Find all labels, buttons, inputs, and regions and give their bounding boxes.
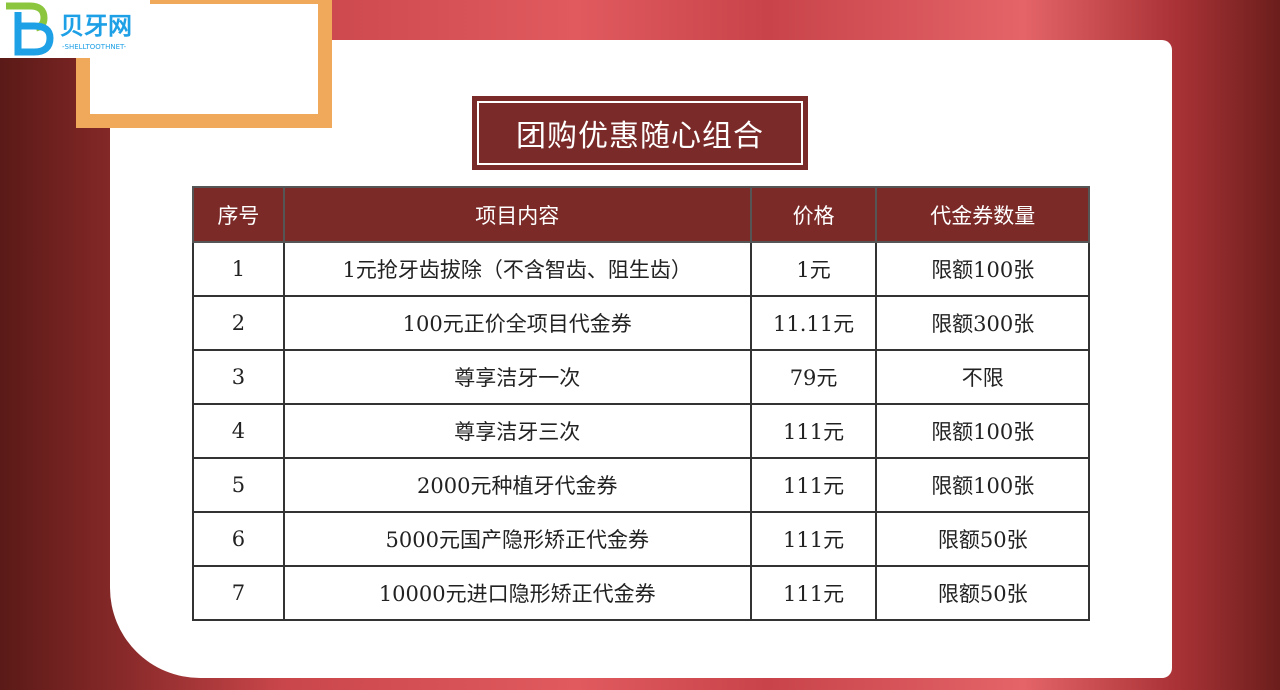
cell-item: 100元正价全项目代金券 xyxy=(282,295,752,351)
table-row: 1 1元抢牙齿拔除（不含智齿、阻生齿） 1元 限额100张 xyxy=(192,241,1090,297)
cell-quantity: 限额100张 xyxy=(875,241,1090,297)
cell-quantity: 限额100张 xyxy=(875,403,1090,459)
table-row: 7 10000元进口隐形矫正代金券 111元 限额50张 xyxy=(192,565,1090,621)
table-row: 3 尊享洁牙一次 79元 不限 xyxy=(192,349,1090,405)
table-header: 序号 项目内容 价格 代金券数量 xyxy=(192,186,1090,243)
cell-quantity: 限额50张 xyxy=(875,565,1090,621)
table-row: 4 尊享洁牙三次 111元 限额100张 xyxy=(192,403,1090,459)
cell-item: 5000元国产隐形矫正代金券 xyxy=(282,511,752,567)
cell-index: 1 xyxy=(192,241,285,297)
table-row: 2 100元正价全项目代金券 11.11元 限额300张 xyxy=(192,295,1090,351)
cell-index: 2 xyxy=(192,295,285,351)
cell-price: 11.11元 xyxy=(749,295,878,351)
svg-text:-SHELLTOOTHNET-: -SHELLTOOTHNET- xyxy=(62,43,127,51)
logo: 贝牙网 -SHELLTOOTHNET- xyxy=(0,0,150,58)
cell-quantity: 不限 xyxy=(875,349,1090,405)
header-price: 价格 xyxy=(749,186,878,243)
cell-item: 1元抢牙齿拔除（不含智齿、阻生齿） xyxy=(282,241,752,297)
promo-table: 序号 项目内容 价格 代金券数量 1 1元抢牙齿拔除（不含智齿、阻生齿） 1元 限额1… xyxy=(192,186,1090,621)
header-index: 序号 xyxy=(192,186,285,243)
cell-item: 2000元种植牙代金券 xyxy=(282,457,752,513)
cell-index: 5 xyxy=(192,457,285,513)
cell-index: 4 xyxy=(192,403,285,459)
cell-item: 尊享洁牙一次 xyxy=(282,349,752,405)
cell-index: 6 xyxy=(192,511,285,567)
header-item: 项目内容 xyxy=(282,186,752,243)
cell-quantity: 限额100张 xyxy=(875,457,1090,513)
cell-quantity: 限额50张 xyxy=(875,511,1090,567)
table-row: 6 5000元国产隐形矫正代金券 111元 限额50张 xyxy=(192,511,1090,567)
cell-index: 7 xyxy=(192,565,285,621)
cell-price: 79元 xyxy=(749,349,878,405)
cell-price: 1元 xyxy=(749,241,878,297)
cell-item: 10000元进口隐形矫正代金券 xyxy=(282,565,752,621)
cell-index: 3 xyxy=(192,349,285,405)
table-row: 5 2000元种植牙代金券 111元 限额100张 xyxy=(192,457,1090,513)
cell-price: 111元 xyxy=(749,457,878,513)
cell-item: 尊享洁牙三次 xyxy=(282,403,752,459)
page-title: 团购优惠随心组合 xyxy=(472,96,808,170)
cell-price: 111元 xyxy=(749,403,878,459)
cell-price: 111元 xyxy=(749,565,878,621)
header-quantity: 代金券数量 xyxy=(875,186,1090,243)
cell-quantity: 限额300张 xyxy=(875,295,1090,351)
cell-price: 111元 xyxy=(749,511,878,567)
svg-text:贝牙网: 贝牙网 xyxy=(60,12,132,40)
